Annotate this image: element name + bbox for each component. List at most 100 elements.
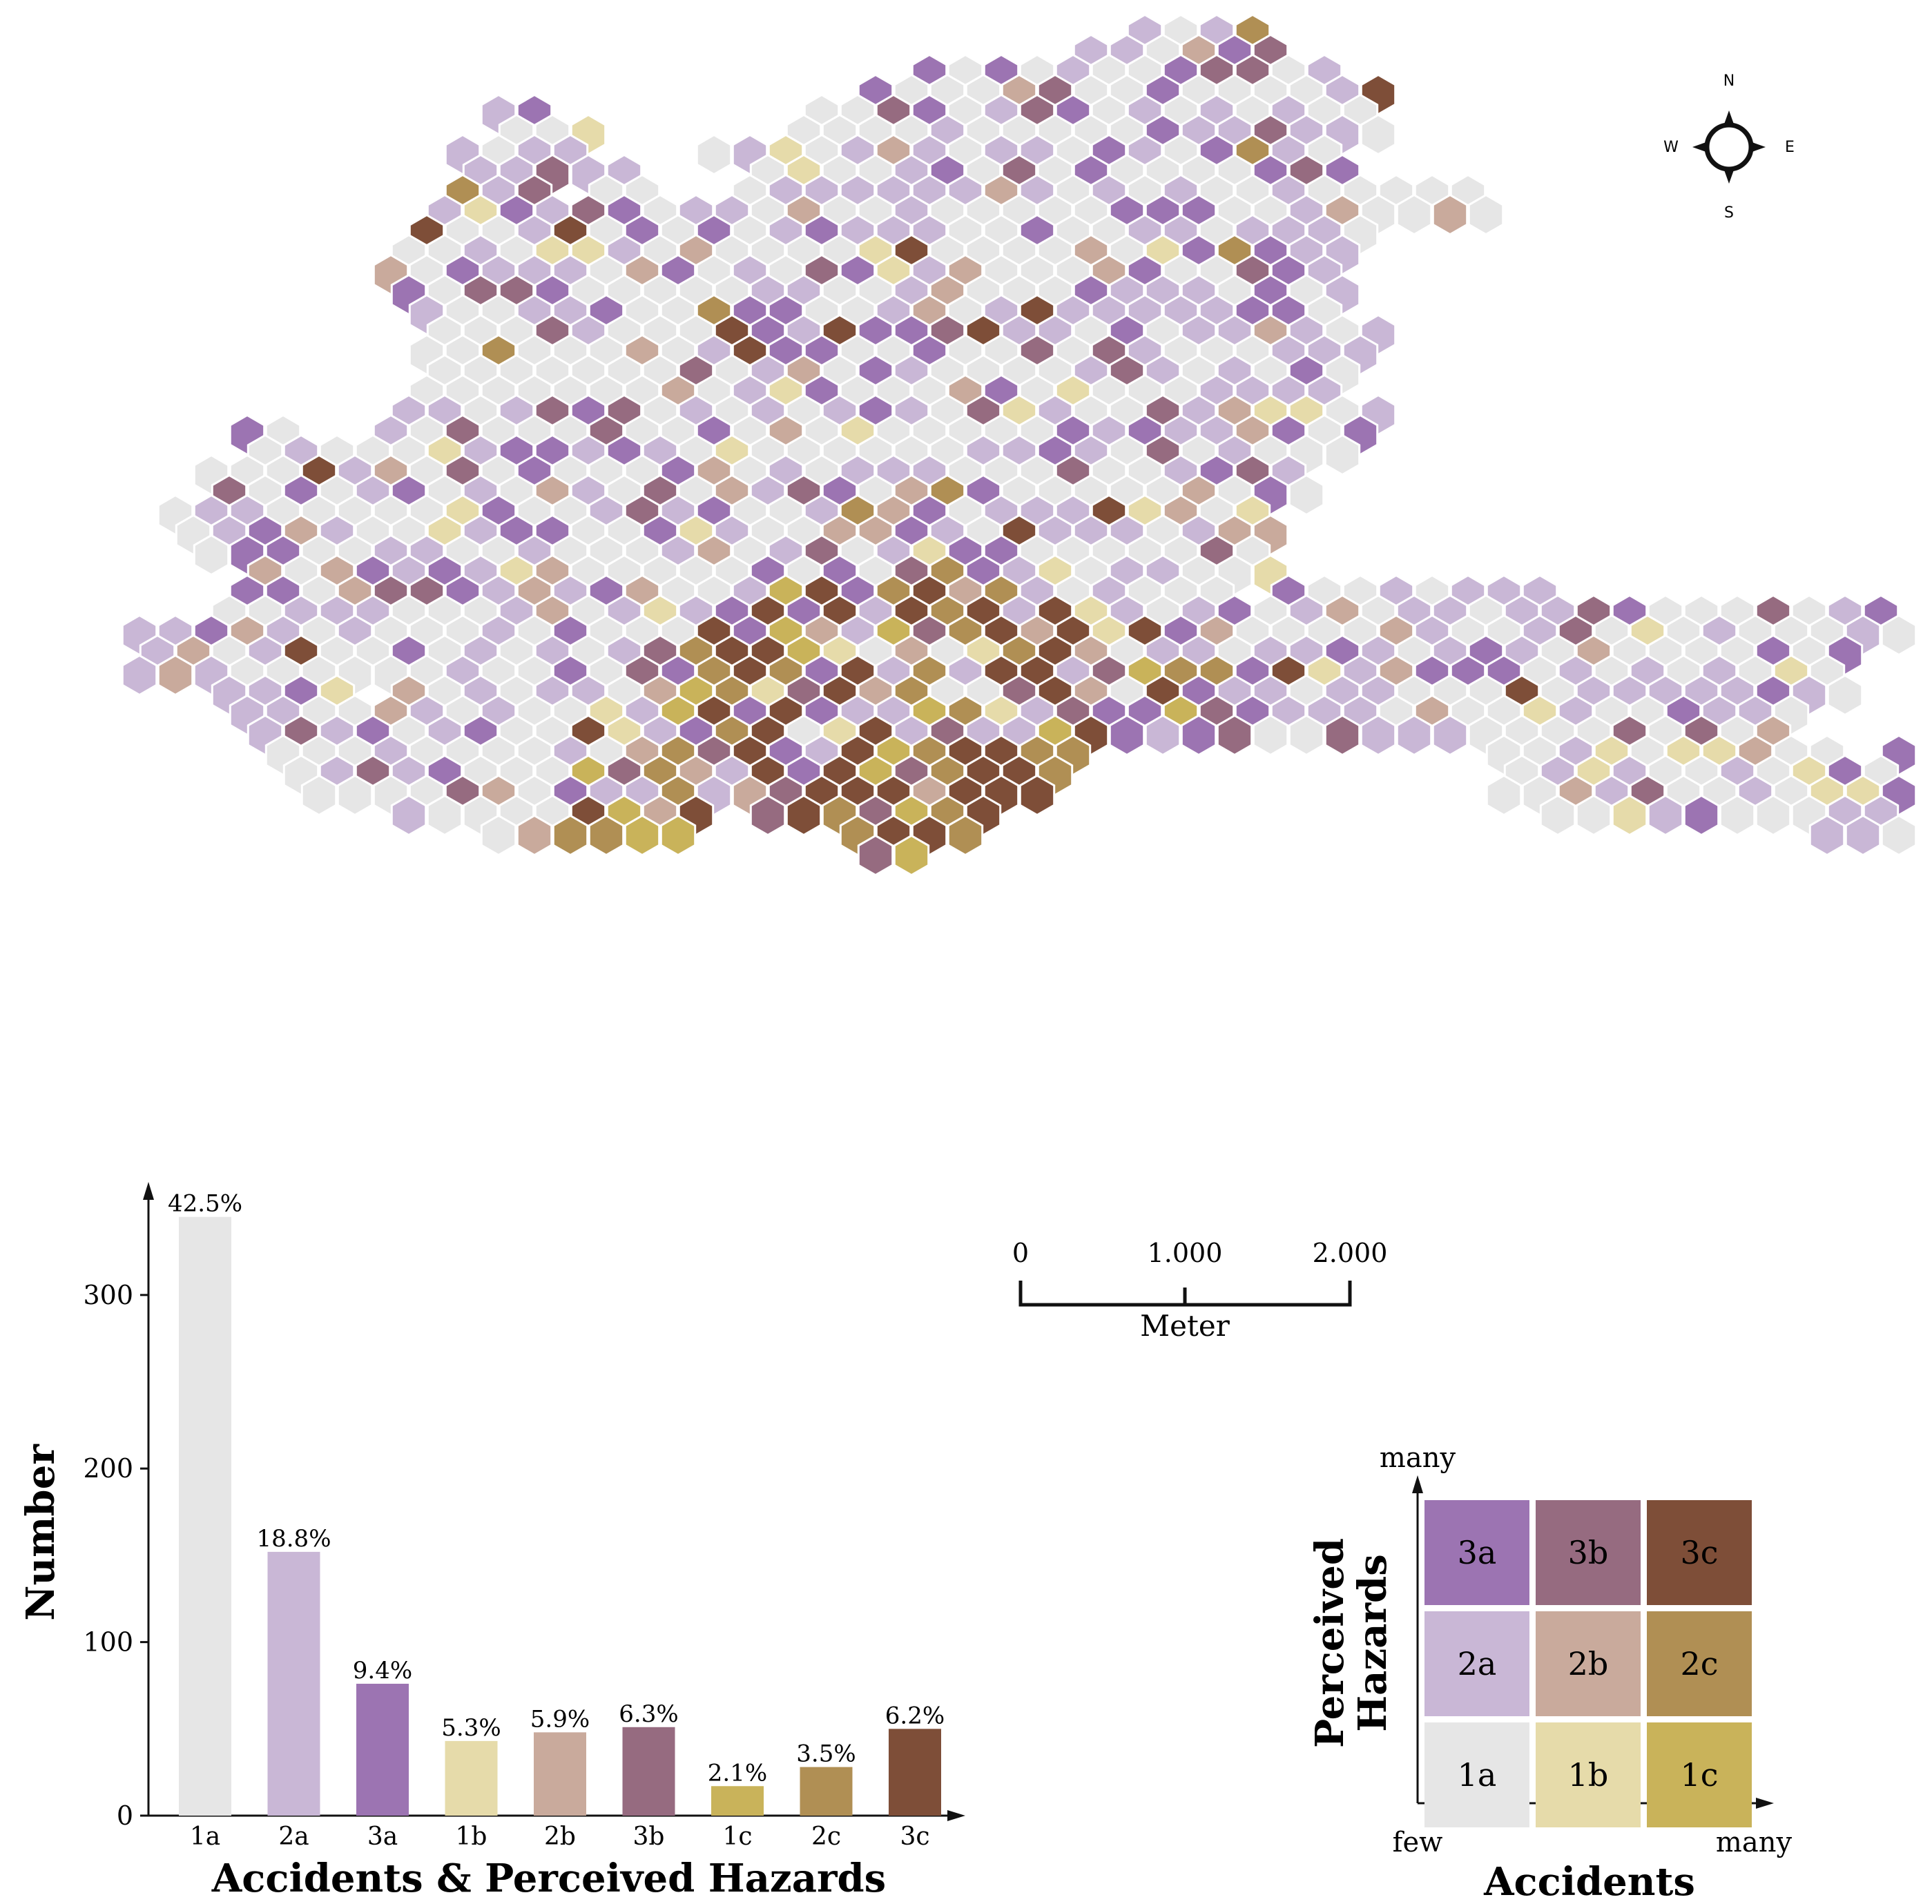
map-hex-cell (1108, 714, 1146, 757)
legend-cell-label: 2b (1568, 1645, 1609, 1682)
map-hex-cell (785, 794, 822, 837)
map-hex-cell (624, 814, 661, 857)
map-hex-cell (336, 774, 374, 817)
y-tick-label: 300 (83, 1280, 133, 1310)
bar-group: 42.5% 1a 18.8% 2a 9.4% 3a 5.3% 1b 5.9% 2b 6.3% 3b 2.… (168, 1190, 945, 1851)
bar-2c (800, 1767, 853, 1816)
map-hex-cell (1018, 774, 1056, 817)
map-hex-cell (1880, 814, 1917, 857)
map-hex-cell (157, 654, 194, 697)
legend-cell-grid: 3a 3b 3c 2a 2b 2c 1a 1b 1c (1424, 1500, 1752, 1827)
map-hex-cell (300, 774, 338, 817)
scale-tick-0: 0 (1012, 1238, 1029, 1268)
legend-y-title-line2: Hazards (1350, 1554, 1395, 1731)
x-tick-label: 2a (278, 1823, 309, 1851)
map-hex-cell (1467, 193, 1505, 236)
scale-tick-1000: 1.000 (1148, 1238, 1223, 1268)
map-hex-cell (893, 834, 930, 877)
bar-2b (534, 1732, 586, 1816)
scale-bar: 0 1.000 2.000 Meter (1012, 1238, 1387, 1343)
scale-unit-label: Meter (1140, 1309, 1230, 1343)
x-axis-arrowhead (947, 1810, 965, 1821)
x-tick-label: 1b (456, 1823, 487, 1851)
y-tick-label: 100 (83, 1627, 133, 1658)
map-hex-cell (1485, 774, 1523, 817)
bar-3a (356, 1683, 409, 1816)
bivariate-legend: 3a 3b 3c 2a 2b 2c 1a 1b 1c many few many Acciden… (1307, 1442, 1792, 1904)
legend-y-title-line1: Perceived (1307, 1538, 1353, 1748)
map-hex-cell (1575, 794, 1612, 837)
map-hex-cell (1431, 714, 1469, 757)
bar-3c (889, 1729, 941, 1816)
map-hex-cell (1755, 794, 1792, 837)
x-tick-label: 1a (190, 1823, 220, 1851)
legend-cell-2c (1647, 1611, 1752, 1716)
legend-cell-label: 1b (1568, 1756, 1609, 1794)
bar-percent-label: 18.8% (256, 1525, 331, 1553)
bar-3b (622, 1727, 675, 1816)
y-tick-group: 0 100 200 300 (83, 1280, 148, 1831)
legend-x-high-label: many (1716, 1827, 1793, 1858)
scale-tick-2000: 2.000 (1313, 1238, 1388, 1268)
map-hex-cell (1324, 714, 1361, 757)
north-arrow-compass: N S W E (1663, 72, 1795, 222)
map-hex-cell (1826, 674, 1864, 717)
legend-cell-label: 2a (1458, 1645, 1497, 1682)
legend-cell-1b (1536, 1722, 1641, 1827)
y-tick-label: 0 (117, 1800, 133, 1831)
map-hex-cell (1431, 193, 1469, 236)
bar-1a (179, 1216, 231, 1816)
map-hex-cell (1252, 714, 1289, 757)
map-hex-cell (695, 133, 733, 176)
x-tick-label: 2b (544, 1823, 576, 1851)
bar-1c (711, 1786, 764, 1816)
bar-2a (267, 1551, 320, 1816)
map-hex-cell (1324, 434, 1361, 476)
x-tick-label: 1c (722, 1823, 752, 1851)
map-hex-cell (1395, 193, 1433, 236)
map-hex-cell (1539, 794, 1576, 837)
map-hex-cell (193, 534, 230, 576)
legend-cell-3a (1424, 1500, 1529, 1605)
map-hex-cell (1216, 714, 1253, 757)
bar-percent-label: 42.5% (168, 1190, 242, 1218)
hexbin-map (121, 13, 1917, 877)
map-hex-cell (480, 814, 517, 857)
map-hex-cell (1180, 714, 1217, 757)
map-hex-cell (426, 794, 463, 837)
legend-x-arrowhead (1756, 1798, 1774, 1809)
legend-cell-1a (1424, 1722, 1529, 1827)
legend-cell-2a (1424, 1611, 1529, 1716)
map-hex-cell (749, 794, 786, 837)
bar-1b (445, 1740, 498, 1816)
map-hex-cell (588, 814, 625, 857)
map-hex-cell (1360, 113, 1397, 156)
legend-y-high-label: many (1380, 1442, 1456, 1474)
x-tick-label: 2c (811, 1823, 841, 1851)
x-tick-label: 3c (900, 1823, 929, 1851)
bar-percent-label: 5.9% (530, 1705, 590, 1733)
bar-percent-label: 5.3% (441, 1714, 501, 1742)
legend-cell-label: 2c (1680, 1645, 1718, 1682)
map-hex-cell (552, 814, 589, 857)
compass-ring (1704, 122, 1754, 172)
x-tick-label: 3a (367, 1823, 398, 1851)
legend-x-low-label: few (1393, 1827, 1443, 1858)
map-hex-cell (1288, 714, 1325, 757)
compass-s-label: S (1724, 204, 1734, 222)
legend-x-axis-title: Accidents (1483, 1859, 1695, 1904)
map-hex-cell (1288, 474, 1325, 516)
map-hex-cell (1144, 714, 1181, 757)
legend-cell-label: 3b (1568, 1534, 1609, 1571)
legend-cell-2b (1536, 1611, 1641, 1716)
y-axis-arrowhead (143, 1182, 154, 1200)
legend-y-arrowhead (1412, 1475, 1423, 1493)
map-hex-cell (1808, 814, 1846, 857)
map-hex-cell (1683, 794, 1720, 837)
map-hex-cell (390, 794, 427, 837)
legend-cell-label: 1c (1680, 1756, 1718, 1794)
legend-cell-3c (1647, 1500, 1752, 1605)
x-tick-label: 3b (633, 1823, 665, 1851)
map-hex-cell (1611, 794, 1648, 837)
